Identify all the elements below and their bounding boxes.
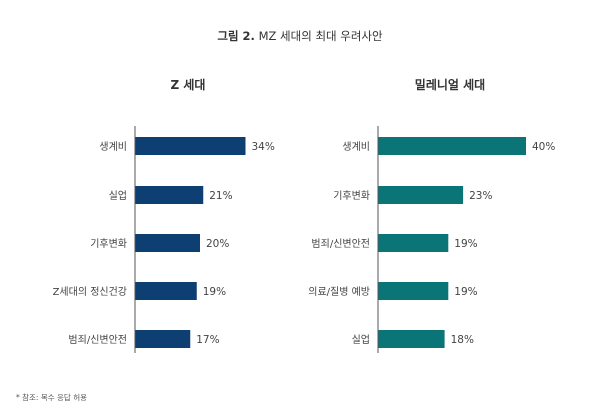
- category-label-millennial-3: 의료/질병 예방: [308, 286, 370, 298]
- figure-title-text: MZ 세대의 최대 우려사안: [254, 29, 383, 43]
- bar-millennial-1: [378, 186, 464, 204]
- value-label-millennial-3: 19%: [454, 286, 477, 298]
- figure-title-number: 그림 2.: [217, 29, 255, 43]
- chart-title-millennial: 밀레니얼 세대: [414, 78, 486, 92]
- value-label-gen-z-1: 21%: [209, 190, 232, 202]
- chart-title-gen-z: Z 세대: [170, 78, 206, 92]
- chart-gen-z: 생계비 34% 실업 21% 기후변화 20% Z세대의 정신건강 19% 범죄/신변안전 17%: [53, 126, 275, 353]
- bar-millennial-3: [378, 282, 449, 300]
- category-label-gen-z-4: 범죄/신변안전: [68, 334, 127, 346]
- bar-millennial-0: [378, 137, 526, 155]
- footnote: * 참조: 복수 응답 허용: [16, 393, 88, 402]
- value-label-gen-z-2: 20%: [206, 238, 229, 250]
- value-label-millennial-0: 40%: [532, 141, 555, 153]
- category-label-millennial-1: 기후변화: [333, 190, 370, 202]
- bar-gen-z-1: [135, 186, 204, 204]
- category-label-millennial-2: 범죄/신변안전: [311, 238, 370, 250]
- category-label-gen-z-2: 기후변화: [90, 238, 127, 250]
- bar-millennial-2: [378, 234, 449, 252]
- figure-title: 그림 2. MZ 세대의 최대 우려사안: [0, 28, 600, 44]
- value-label-gen-z-0: 34%: [252, 141, 275, 153]
- category-label-gen-z-1: 실업: [109, 189, 127, 202]
- bar-gen-z-3: [135, 282, 197, 300]
- bar-gen-z-0: [135, 137, 246, 155]
- category-label-millennial-0: 생계비: [342, 141, 370, 153]
- bar-gen-z-2: [135, 234, 200, 252]
- value-label-millennial-2: 19%: [454, 238, 477, 250]
- value-label-millennial-4: 18%: [451, 334, 474, 346]
- value-label-millennial-1: 23%: [469, 190, 492, 202]
- chart-millennial: 생계비 40% 기후변화 23% 범죄/신변안전 19% 의료/질병 예방 19% 실업 18%: [308, 126, 555, 353]
- bar-gen-z-4: [135, 330, 191, 348]
- bar-millennial-4: [378, 330, 445, 348]
- category-label-millennial-4: 실업: [352, 333, 370, 346]
- category-label-gen-z-0: 생계비: [99, 141, 127, 153]
- value-label-gen-z-3: 19%: [203, 286, 226, 298]
- value-label-gen-z-4: 17%: [196, 334, 219, 346]
- category-label-gen-z-3: Z세대의 정신건강: [53, 286, 127, 298]
